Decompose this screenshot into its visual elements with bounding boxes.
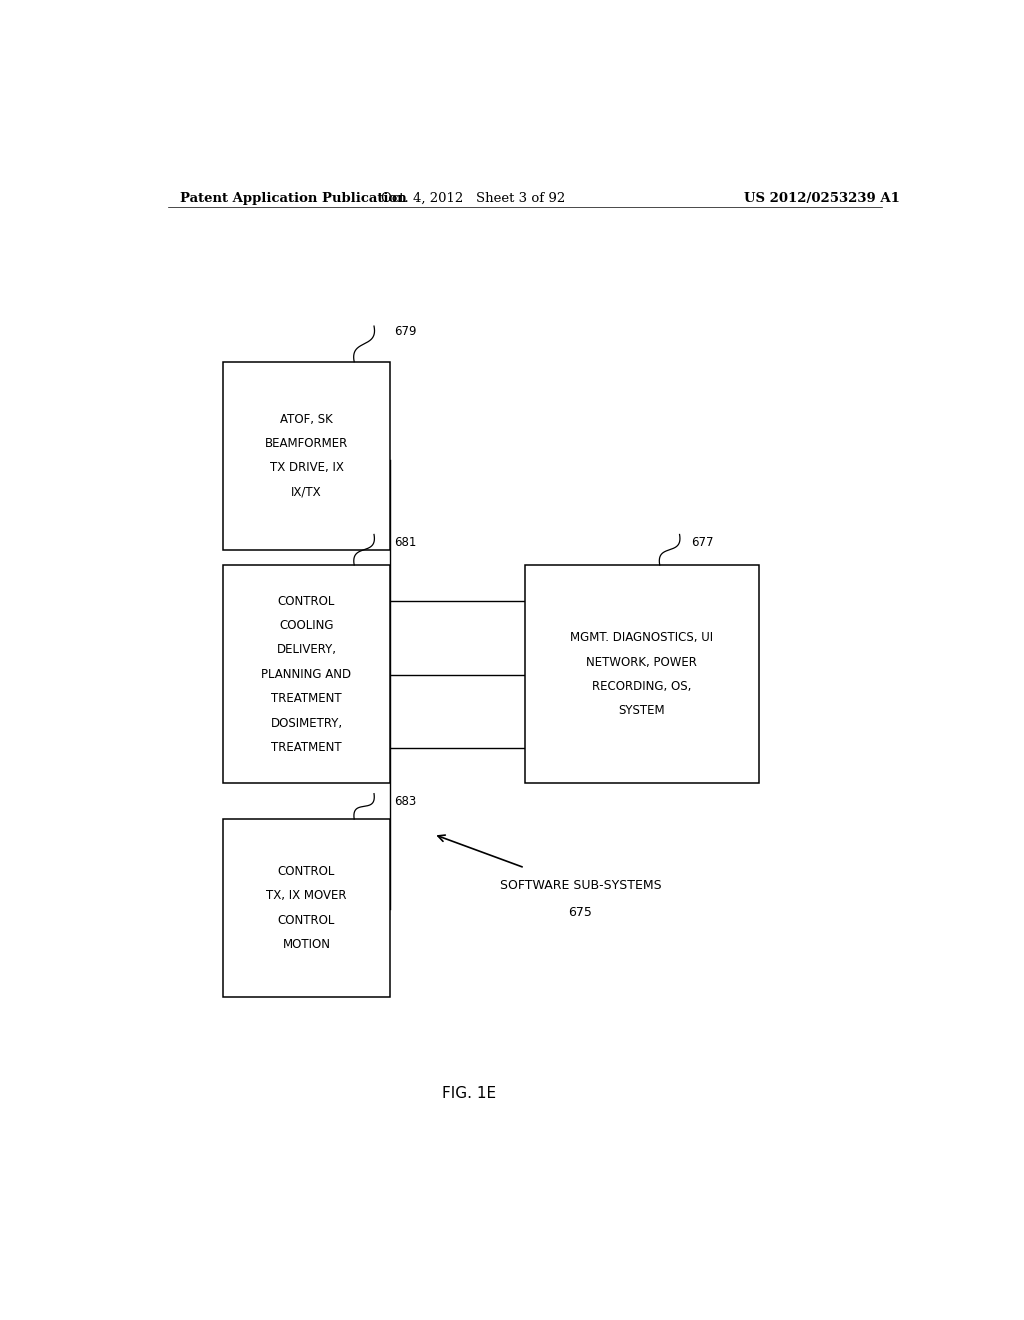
Text: IX/TX: IX/TX xyxy=(291,486,322,499)
FancyBboxPatch shape xyxy=(223,565,390,784)
Text: 681: 681 xyxy=(394,536,416,549)
FancyBboxPatch shape xyxy=(223,818,390,997)
Text: MGMT. DIAGNOSTICS, UI: MGMT. DIAGNOSTICS, UI xyxy=(570,631,714,644)
Text: 675: 675 xyxy=(568,906,592,919)
Text: COOLING: COOLING xyxy=(280,619,334,632)
Text: FIG. 1E: FIG. 1E xyxy=(442,1086,497,1101)
Text: CONTROL: CONTROL xyxy=(278,913,335,927)
Text: 677: 677 xyxy=(691,536,714,549)
Text: DELIVERY,: DELIVERY, xyxy=(276,643,337,656)
Text: 679: 679 xyxy=(394,325,417,338)
Text: TX, IX MOVER: TX, IX MOVER xyxy=(266,890,347,903)
Text: SYSTEM: SYSTEM xyxy=(618,705,666,717)
Text: MOTION: MOTION xyxy=(283,939,331,952)
Text: CONTROL: CONTROL xyxy=(278,594,335,607)
Text: US 2012/0253239 A1: US 2012/0253239 A1 xyxy=(744,191,900,205)
Text: CONTROL: CONTROL xyxy=(278,865,335,878)
Text: RECORDING, OS,: RECORDING, OS, xyxy=(592,680,691,693)
Text: TREATMENT: TREATMENT xyxy=(271,741,342,754)
Text: SOFTWARE SUB-SYSTEMS: SOFTWARE SUB-SYSTEMS xyxy=(500,879,662,891)
Text: Oct. 4, 2012   Sheet 3 of 92: Oct. 4, 2012 Sheet 3 of 92 xyxy=(381,191,565,205)
Text: NETWORK, POWER: NETWORK, POWER xyxy=(587,656,697,668)
Text: Patent Application Publication: Patent Application Publication xyxy=(179,191,407,205)
Text: 683: 683 xyxy=(394,795,416,808)
FancyBboxPatch shape xyxy=(223,362,390,549)
Text: DOSIMETRY,: DOSIMETRY, xyxy=(270,717,343,730)
Text: TX DRIVE, IX: TX DRIVE, IX xyxy=(269,462,343,474)
Text: BEAMFORMER: BEAMFORMER xyxy=(265,437,348,450)
Text: TREATMENT: TREATMENT xyxy=(271,692,342,705)
FancyBboxPatch shape xyxy=(524,565,759,784)
Text: PLANNING AND: PLANNING AND xyxy=(261,668,351,681)
Text: ATOF, SK: ATOF, SK xyxy=(281,413,333,425)
